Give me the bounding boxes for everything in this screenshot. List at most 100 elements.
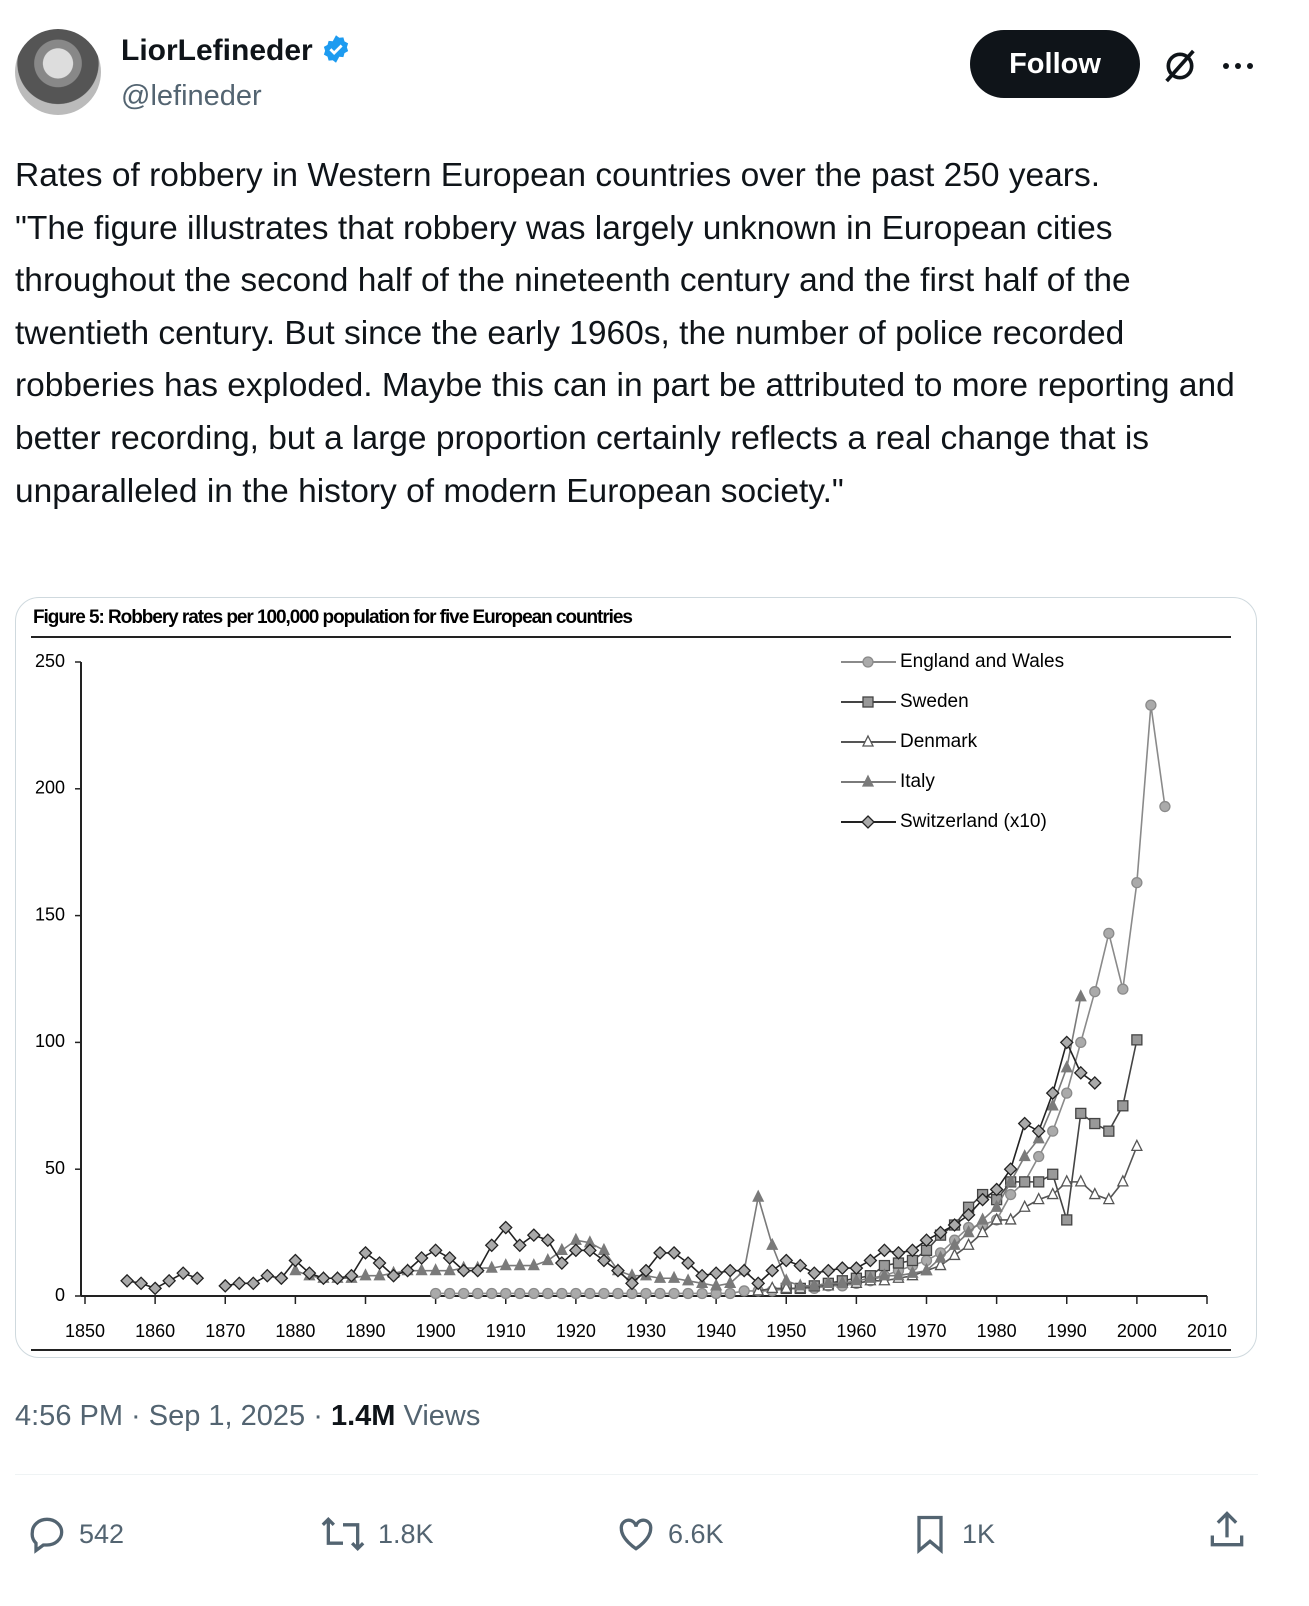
- marker: [456, 1263, 471, 1278]
- x-tick-label: 2010: [1187, 1321, 1227, 1341]
- marker: [1117, 1100, 1129, 1112]
- legend-label: Switzerland (x10): [900, 811, 1047, 832]
- like-icon: [619, 1518, 653, 1551]
- marker: [696, 1287, 708, 1300]
- marker: [653, 1270, 667, 1283]
- bookmark-button[interactable]: 1K: [908, 1512, 995, 1556]
- x-tick-label: 1920: [556, 1321, 596, 1341]
- marker: [302, 1266, 317, 1281]
- marker: [470, 1263, 485, 1278]
- marker: [933, 1225, 948, 1240]
- marker: [640, 1287, 652, 1300]
- marker: [1088, 1187, 1101, 1200]
- marker: [526, 1228, 541, 1243]
- marker: [1131, 876, 1143, 889]
- marker: [1159, 800, 1171, 813]
- marker: [472, 1287, 484, 1300]
- marker: [512, 1238, 527, 1253]
- marker: [766, 1280, 779, 1294]
- marker: [751, 1276, 766, 1291]
- marker: [443, 1263, 456, 1276]
- marker: [724, 1275, 737, 1288]
- marker: [654, 1287, 666, 1300]
- marker: [486, 1287, 498, 1300]
- marker: [330, 1271, 345, 1286]
- repost-button[interactable]: 1.8K: [318, 1512, 434, 1556]
- marker: [793, 1258, 808, 1273]
- marker: [1074, 1174, 1087, 1187]
- marker: [682, 1287, 694, 1300]
- marker: [990, 1212, 1003, 1225]
- marker: [850, 1273, 863, 1286]
- x-tick-label: 1890: [345, 1321, 385, 1341]
- marker: [709, 1266, 724, 1281]
- more-button[interactable]: [1220, 54, 1256, 78]
- marker: [612, 1287, 624, 1300]
- repost-icon: [321, 1516, 365, 1552]
- legend-label: Sweden: [900, 691, 969, 712]
- marker: [905, 1243, 920, 1258]
- marker: [724, 1287, 736, 1300]
- marker: [1019, 1176, 1031, 1188]
- author-name[interactable]: LiorLefineder: [121, 34, 351, 68]
- marker: [1033, 1150, 1045, 1163]
- marker: [1032, 1192, 1045, 1205]
- chart-card[interactable]: Figure 5: Robbery rates per 100,000 popu…: [15, 597, 1257, 1358]
- reply-button[interactable]: 542: [25, 1512, 124, 1556]
- marker: [554, 1256, 569, 1270]
- marker: [541, 1253, 554, 1266]
- marker: [976, 1212, 989, 1225]
- share-button[interactable]: [1205, 1508, 1249, 1552]
- marker: [134, 1276, 149, 1291]
- author-handle[interactable]: @lefineder: [121, 80, 262, 112]
- avatar[interactable]: [15, 29, 101, 115]
- marker: [990, 1199, 1003, 1212]
- marker: [542, 1287, 554, 1300]
- marker: [514, 1287, 526, 1300]
- marker: [485, 1260, 498, 1273]
- marker: [738, 1285, 750, 1297]
- marker: [528, 1287, 540, 1300]
- x-tick-label: 1970: [906, 1321, 946, 1341]
- author-name-text[interactable]: LiorLefineder: [121, 34, 313, 67]
- marker: [1117, 983, 1129, 995]
- like-button[interactable]: 6.6K: [614, 1512, 724, 1556]
- marker: [723, 1263, 738, 1278]
- marker: [1103, 927, 1115, 940]
- grok-icon[interactable]: [1160, 46, 1200, 86]
- x-tick-label: 1910: [486, 1321, 526, 1341]
- follow-button[interactable]: Follow: [970, 30, 1140, 98]
- marker: [766, 1237, 779, 1250]
- x-tick-label: 1950: [766, 1321, 806, 1341]
- marker: [1045, 1086, 1060, 1101]
- marker: [682, 1273, 695, 1286]
- marker: [442, 1251, 457, 1265]
- y-tick-label: 50: [45, 1158, 65, 1178]
- marker: [961, 1207, 976, 1222]
- marker: [920, 1263, 933, 1276]
- marker: [780, 1273, 793, 1286]
- chart-title: Figure 5: Robbery rates per 100,000 popu…: [33, 607, 633, 628]
- marker: [513, 1258, 526, 1271]
- reply-count: 542: [79, 1518, 125, 1549]
- marker: [232, 1276, 247, 1291]
- marker: [484, 1238, 499, 1253]
- bookmark-icon: [917, 1515, 943, 1555]
- marker: [1131, 1034, 1143, 1046]
- marker: [653, 1245, 667, 1260]
- marker: [120, 1273, 134, 1288]
- y-tick-label: 250: [35, 651, 65, 671]
- marker: [668, 1287, 680, 1300]
- marker: [639, 1263, 653, 1278]
- verified-badge: [323, 35, 349, 63]
- y-tick-label: 0: [55, 1285, 65, 1305]
- marker: [386, 1268, 401, 1283]
- marker: [1046, 1187, 1059, 1200]
- marker: [1089, 986, 1101, 998]
- x-tick-label: 1860: [135, 1321, 175, 1341]
- views-label: Views: [403, 1400, 481, 1432]
- timestamp[interactable]: 4:56 PM · Sep 1, 2025 ·: [15, 1400, 323, 1432]
- marker: [808, 1278, 821, 1291]
- legend-marker: [861, 734, 875, 747]
- marker: [162, 1273, 177, 1288]
